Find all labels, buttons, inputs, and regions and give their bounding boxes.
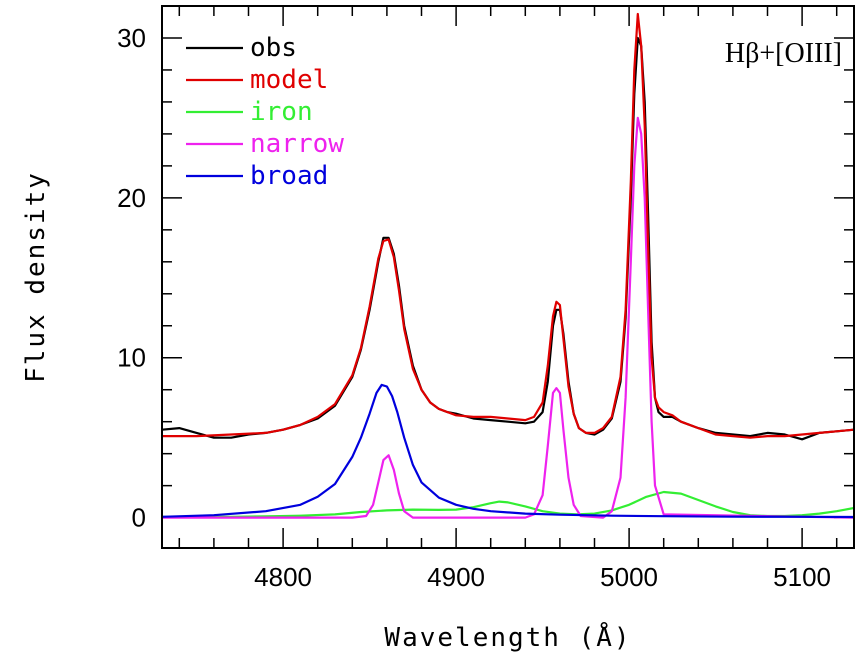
series-line-narrow: [162, 116, 854, 519]
series-line-model: [162, 12, 854, 439]
y-tick-label: 30: [117, 23, 146, 53]
legend-label-narrow: narrow: [250, 129, 344, 159]
tick-labels: 4800 4900 5000 5100 0 10 20 30: [117, 23, 831, 592]
x-tick-label: 4900: [427, 562, 485, 592]
y-tick-label: 0: [132, 503, 146, 533]
legend-label-broad: broad: [250, 161, 328, 191]
x-axis-label: Wavelength (Å): [384, 621, 631, 653]
legend-label-iron: iron: [250, 97, 313, 127]
y-tick-label: 20: [117, 183, 146, 213]
x-tick-label: 4800: [254, 562, 312, 592]
legend-label-model: model: [250, 65, 328, 95]
x-tick-label: 5000: [600, 562, 658, 592]
y-axis-label: Flux density: [21, 171, 51, 383]
series-layer: [162, 12, 854, 519]
series-line-broad: [162, 383, 854, 519]
axis-ticks: [162, 5, 854, 548]
x-tick-label: 5100: [773, 562, 831, 592]
plot-frame: [161, 5, 855, 549]
legend-label-obs: obs: [250, 33, 297, 63]
line-annotation: Hβ+[OIII]: [725, 38, 842, 69]
y-tick-label: 10: [117, 343, 146, 373]
